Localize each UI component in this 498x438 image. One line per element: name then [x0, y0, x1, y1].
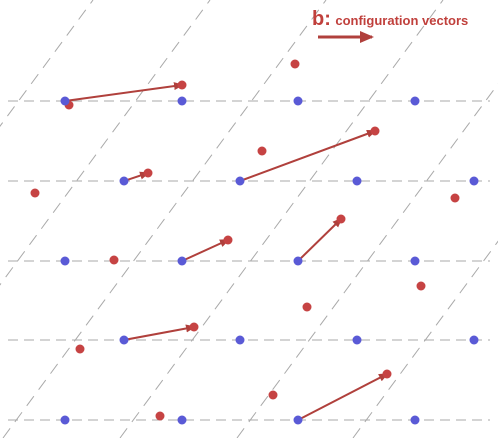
lattice-point: [410, 415, 420, 425]
lattice-point: [60, 256, 70, 266]
configuration-point: [189, 322, 199, 332]
lattice-point: [352, 335, 362, 345]
configuration-point: [155, 411, 165, 421]
lattice-point: [119, 176, 129, 186]
configuration-point: [30, 188, 40, 198]
grid-slant-line: [119, 0, 444, 438]
configuration-vector: [297, 217, 343, 262]
lattice-point: [177, 96, 187, 106]
lattice-point: [352, 176, 362, 186]
lattice-point: [60, 96, 70, 106]
figure-label-text: configuration vectors: [335, 13, 469, 28]
configuration-point: [75, 344, 85, 354]
configuration-point: [382, 369, 392, 379]
lattice-points: [60, 96, 479, 425]
configuration-vectors: [64, 82, 389, 421]
lattice-point: [60, 415, 70, 425]
lattice-point: [410, 256, 420, 266]
grid-slant-line: [352, 240, 498, 438]
grid-slant-line: [236, 83, 498, 438]
configuration-points: [30, 59, 460, 421]
lattice-point: [119, 335, 129, 345]
lattice-point: [293, 256, 303, 266]
configuration-point: [143, 168, 153, 178]
configuration-point: [302, 302, 312, 312]
lattice-point: [235, 335, 245, 345]
configuration-point: [336, 214, 346, 224]
configuration-point: [416, 281, 426, 291]
figure-label-letter: b:: [312, 8, 331, 30]
configuration-vector: [297, 373, 389, 421]
configuration-vector: [181, 239, 230, 262]
lattice-point: [469, 335, 479, 345]
grid-slant-line: [0, 0, 94, 127]
configuration-point: [257, 146, 267, 156]
lattice-point: [293, 96, 303, 106]
configuration-point: [290, 59, 300, 69]
lattice-point: [410, 96, 420, 106]
grid-slant-line: [2, 0, 327, 438]
lattice-point: [177, 415, 187, 425]
configuration-point: [177, 80, 187, 90]
figure-label: b: configuration vectors: [312, 8, 468, 31]
configuration-vector: [64, 82, 184, 102]
configuration-point: [109, 255, 119, 265]
lattice-point: [235, 176, 245, 186]
lattice-point: [469, 176, 479, 186]
lattice-point: [177, 256, 187, 266]
configuration-point: [268, 390, 278, 400]
configuration-point: [370, 126, 380, 136]
configuration-vector: [123, 324, 196, 341]
configuration-vector: [239, 130, 377, 182]
configuration-point: [223, 235, 233, 245]
configuration-point: [450, 193, 460, 203]
grid-slant-line: [0, 0, 211, 286]
lattice-point: [293, 415, 303, 425]
